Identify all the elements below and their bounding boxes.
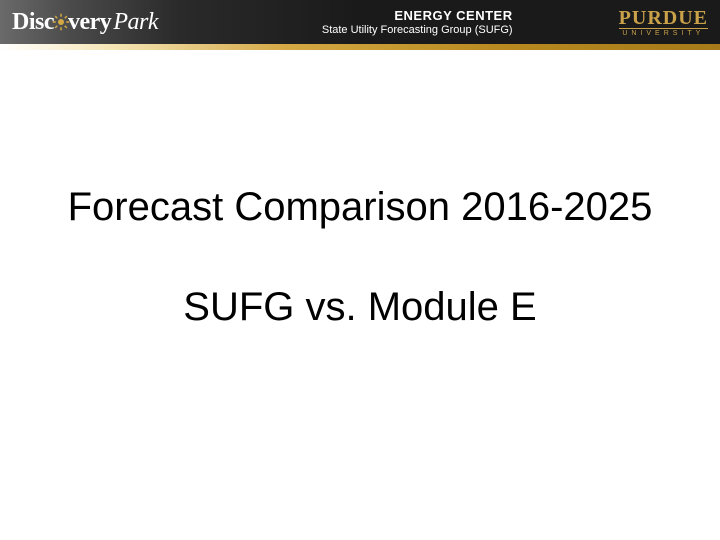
slide-title-line2: SUFG vs. Module E (0, 285, 720, 330)
purdue-logo: PURDUE UNIVERSITY (619, 7, 708, 37)
header-center: ENERGY CENTER State Utility Forecasting … (322, 8, 513, 36)
discovery-park-logo: Disc very Park (12, 9, 158, 36)
logo-text-disc: Disc (12, 9, 54, 36)
slide-header: Disc very Park (0, 0, 720, 44)
energy-center-label: ENERGY CENTER (322, 8, 513, 23)
purdue-name: PURDUE (619, 7, 708, 30)
logo-text-park: Park (113, 9, 158, 36)
header-left: Disc very Park (12, 9, 158, 36)
sun-icon (52, 13, 70, 31)
logo-text-very: very (68, 9, 111, 36)
slide-title-line1: Forecast Comparison 2016-2025 (0, 185, 720, 230)
purdue-university-label: UNIVERSITY (619, 28, 708, 37)
sufg-label: State Utility Forecasting Group (SUFG) (322, 24, 513, 36)
header-right: PURDUE UNIVERSITY (619, 7, 708, 37)
slide-content: Forecast Comparison 2016-2025 SUFG vs. M… (0, 50, 720, 330)
